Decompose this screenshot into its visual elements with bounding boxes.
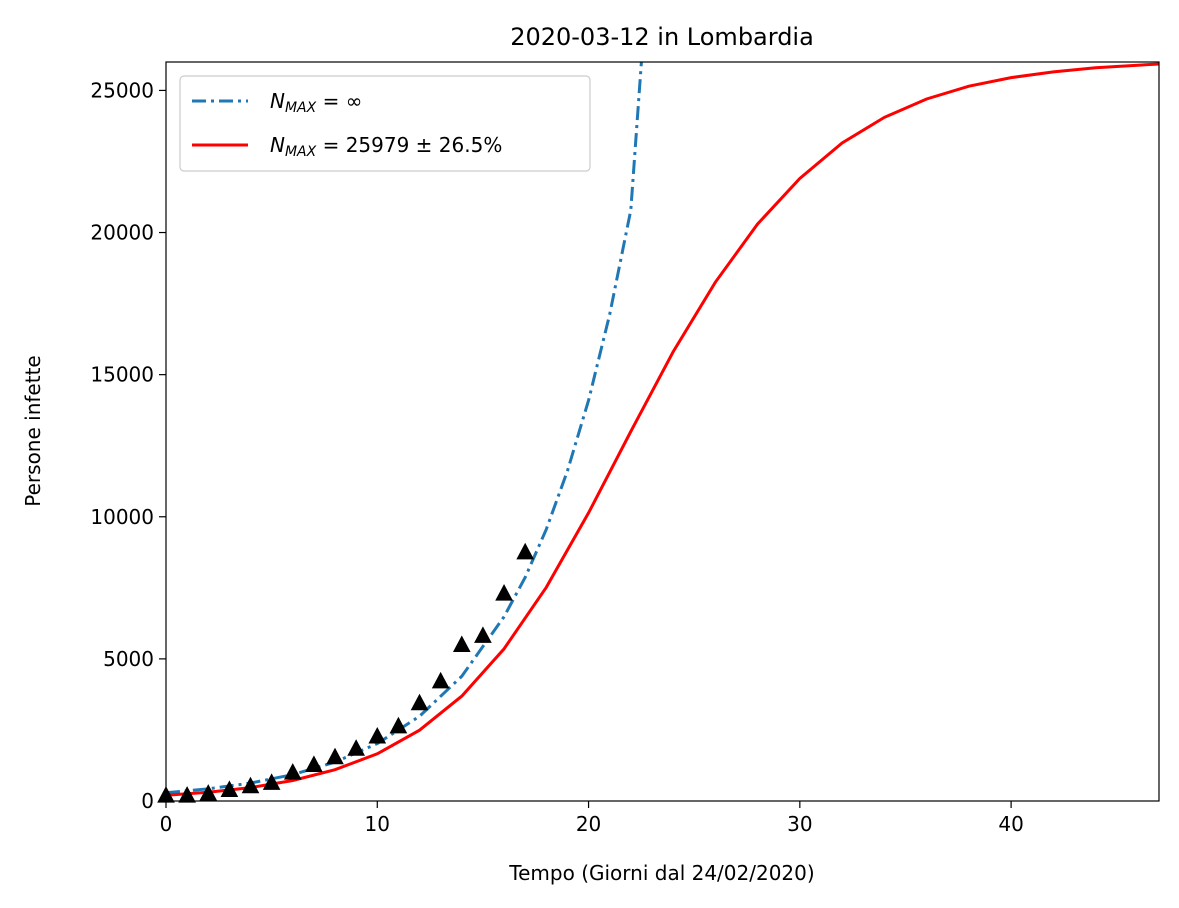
legend-label-exponential-rest: = ∞ xyxy=(316,89,362,113)
logistic-fit-line xyxy=(166,62,1159,797)
observed-point xyxy=(220,780,239,797)
observed-point xyxy=(305,755,323,772)
x-tick-label: 0 xyxy=(160,812,173,836)
legend-label-exponential: NMAX = ∞ xyxy=(270,89,362,116)
observed-point xyxy=(262,773,281,790)
observed-point xyxy=(495,584,513,601)
plot-frame xyxy=(165,61,1160,802)
legend-frame xyxy=(179,75,591,172)
chart-title: 2020-03-12 in Lombardia xyxy=(510,23,814,51)
observed-point xyxy=(452,635,471,653)
observed-point xyxy=(389,716,408,734)
legend: NMAX = ∞ NMAX = 25979 ± 26.5% xyxy=(179,75,591,172)
x-tick-label: 10 xyxy=(365,812,390,836)
y-tick-label: 25000 xyxy=(90,78,154,102)
observed-point xyxy=(326,747,344,765)
observed-markers xyxy=(157,542,535,803)
observed-point xyxy=(178,786,196,803)
x-axis: 0 10 20 30 40 xyxy=(160,801,1024,836)
legend-label-logistic-main: N xyxy=(270,133,285,157)
observed-point xyxy=(199,784,218,801)
plot-area xyxy=(166,62,1159,801)
legend-label-exponential-sub: MAX xyxy=(285,100,317,116)
legend-label-exponential-main: N xyxy=(270,89,285,113)
observed-point xyxy=(431,671,450,689)
observed-point xyxy=(241,776,260,794)
x-tick-label: 20 xyxy=(576,812,601,836)
exponential-fit-line xyxy=(166,62,643,795)
y-tick-label: 20000 xyxy=(90,221,154,245)
y-tick-label: 0 xyxy=(141,789,154,813)
observed-point xyxy=(347,739,365,756)
y-tick-label: 5000 xyxy=(103,647,154,671)
observed-point xyxy=(410,693,429,711)
observed-point xyxy=(474,626,492,643)
y-axis: 0 5000 10000 15000 20000 25000 xyxy=(90,78,166,813)
observed-point xyxy=(516,542,535,560)
observed-point xyxy=(283,763,302,780)
y-tick-label: 15000 xyxy=(90,363,154,387)
legend-label-logistic: NMAX = 25979 ± 26.5% xyxy=(270,133,502,160)
legend-label-logistic-sub: MAX xyxy=(285,144,317,160)
observed-point xyxy=(368,726,387,744)
x-tick-label: 30 xyxy=(787,812,812,836)
x-tick-label: 40 xyxy=(998,812,1023,836)
y-axis-label: Persone infette xyxy=(21,355,45,506)
y-tick-label: 10000 xyxy=(90,505,154,529)
x-axis-label: Tempo (Giorni dal 24/02/2020) xyxy=(508,861,814,885)
legend-label-logistic-rest: = 25979 ± 26.5% xyxy=(316,133,502,157)
